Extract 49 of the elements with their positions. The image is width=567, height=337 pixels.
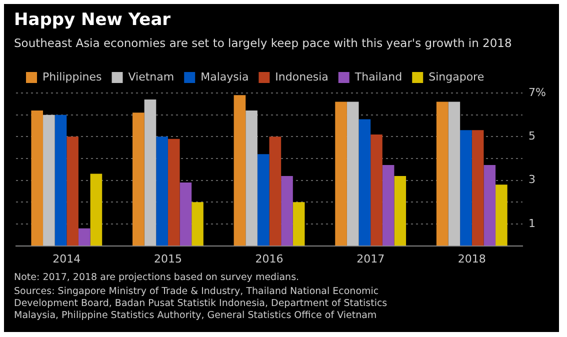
bar — [472, 130, 484, 246]
bar — [358, 119, 371, 246]
bar — [346, 102, 359, 246]
text: Note: 2017, 2018 are projections based on survey medians. — [14, 272, 300, 284]
bar — [132, 112, 144, 246]
chart-title: Happy New Year — [14, 10, 171, 30]
bar — [90, 174, 102, 246]
bar — [168, 138, 180, 246]
bar — [484, 165, 496, 246]
source-note: Sources: Singapore Ministry of Trade & Industry, Thailand National Economic Development Board, Badan Pusat Statistik Indonesia, Department of Statistics Malaysia, Philippine Statistics Authority, General Statistics Office of Vietnam — [14, 286, 388, 322]
bar — [292, 202, 305, 246]
legend-label: Vietnam — [128, 70, 174, 84]
bar — [496, 184, 508, 246]
bar — [257, 154, 270, 246]
bar — [370, 134, 382, 246]
legend-label: Philippines — [42, 70, 102, 84]
bar — [54, 114, 67, 246]
legend-label: Indonesia — [275, 70, 328, 84]
legend-label: Thailand — [354, 70, 402, 84]
legend-label: Malaysia — [200, 70, 249, 84]
bar — [394, 176, 406, 246]
chart-subtitle: Southeast Asia economies are set to largely keep pace with this year's growth in 2018 — [14, 36, 512, 50]
x-tick-label: 2016 — [255, 252, 284, 266]
bar — [156, 136, 168, 246]
bar — [234, 95, 246, 246]
bar — [382, 165, 394, 246]
bar — [335, 102, 347, 246]
bar — [436, 102, 448, 246]
bar — [269, 136, 282, 246]
bar — [78, 228, 90, 246]
bar — [246, 110, 258, 246]
x-tick-label: 2015 — [154, 252, 182, 266]
bar — [31, 110, 44, 246]
bar — [43, 114, 55, 246]
bar — [192, 202, 204, 246]
y-tick-label: 5 — [528, 130, 536, 143]
bar — [180, 182, 192, 246]
y-tick-label: 1 — [528, 216, 536, 230]
x-tick-label: 2017 — [356, 252, 385, 266]
bar — [144, 100, 156, 246]
x-tick-label: 2018 — [458, 252, 486, 266]
bar — [448, 102, 460, 246]
bar — [460, 130, 472, 246]
bar — [66, 136, 78, 246]
y-tick-label: 7% — [528, 86, 546, 99]
legend-label: Singapore — [428, 70, 484, 84]
y-tick-label: 3 — [528, 173, 536, 186]
x-tick-label: 2014 — [52, 252, 81, 266]
bar — [281, 176, 293, 246]
